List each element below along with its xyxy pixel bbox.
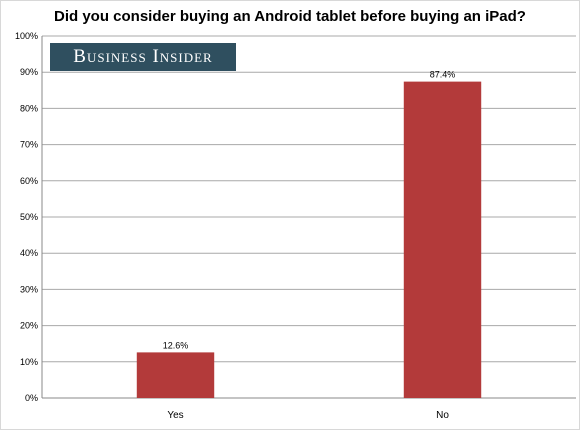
- chart-title: Did you consider buying an Android table…: [54, 8, 526, 25]
- x-tick-label: Yes: [167, 410, 183, 421]
- logo-text: Business Insider: [73, 46, 213, 67]
- y-tick-label: 60%: [20, 176, 38, 186]
- data-label: 12.6%: [163, 340, 189, 350]
- y-tick-label: 0%: [25, 393, 38, 403]
- y-tick-label: 30%: [20, 284, 38, 294]
- data-label: 87.4%: [430, 70, 456, 80]
- x-tick-label: No: [436, 410, 449, 421]
- bar-yes: [136, 352, 215, 398]
- y-tick-label: 20%: [20, 321, 38, 331]
- business-insider-logo: Business Insider: [50, 43, 236, 71]
- y-tick-label: 90%: [20, 67, 38, 77]
- y-tick-label: 10%: [20, 357, 38, 367]
- y-tick-label: 80%: [20, 103, 38, 113]
- y-tick-label: 100%: [15, 31, 38, 41]
- y-tick-label: 70%: [20, 140, 38, 150]
- bar-no: [403, 81, 482, 398]
- y-tick-label: 50%: [20, 212, 38, 222]
- y-tick-label: 40%: [20, 248, 38, 258]
